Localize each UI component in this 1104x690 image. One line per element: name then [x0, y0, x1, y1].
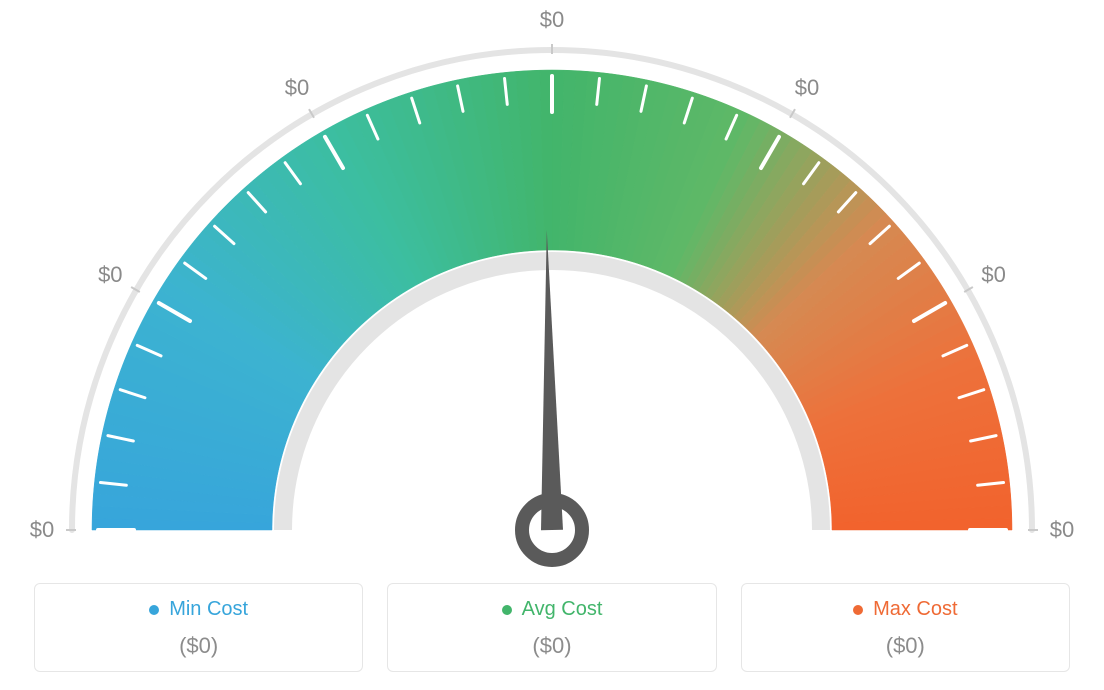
- legend-title-avg: Avg Cost: [502, 598, 603, 621]
- gauge-tick-label: $0: [1050, 517, 1074, 543]
- legend-title-min: Min Cost: [149, 598, 248, 621]
- gauge-tick-label: $0: [795, 75, 819, 101]
- gauge-area: $0 $0 $0 $0 $0 $0 $0: [0, 0, 1104, 560]
- gauge-tick-label: $0: [540, 7, 564, 33]
- legend-title-max: Max Cost: [853, 598, 957, 621]
- legend-card-min: Min Cost ($0): [34, 583, 363, 672]
- legend-dot-avg: [502, 605, 512, 615]
- legend-value-min: ($0): [45, 633, 352, 659]
- gauge-tick-label: $0: [285, 75, 309, 101]
- gauge-tick-label: $0: [30, 517, 54, 543]
- gauge-svg: [0, 10, 1104, 570]
- legend-row: Min Cost ($0) Avg Cost ($0) Max Cost ($0…: [34, 583, 1070, 672]
- legend-card-avg: Avg Cost ($0): [387, 583, 716, 672]
- legend-card-max: Max Cost ($0): [741, 583, 1070, 672]
- legend-dot-max: [853, 605, 863, 615]
- gauge-tick-label: $0: [98, 262, 122, 288]
- legend-value-max: ($0): [752, 633, 1059, 659]
- legend-label-min: Min Cost: [169, 598, 248, 621]
- legend-label-max: Max Cost: [873, 598, 957, 621]
- gauge-cost-widget: $0 $0 $0 $0 $0 $0 $0 Min Cost ($0) Avg Cost ($…: [0, 0, 1104, 690]
- legend-value-avg: ($0): [398, 633, 705, 659]
- gauge-tick-label: $0: [981, 262, 1005, 288]
- legend-dot-min: [149, 605, 159, 615]
- legend-label-avg: Avg Cost: [522, 598, 603, 621]
